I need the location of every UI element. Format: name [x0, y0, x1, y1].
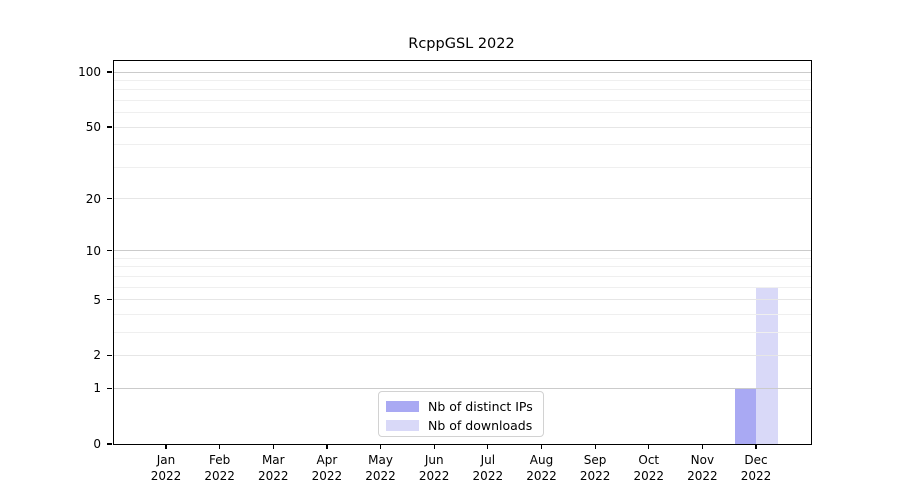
y-axis-tick [107, 354, 112, 357]
y-minor-gridline [114, 144, 811, 146]
y-minor-gridline [114, 79, 811, 81]
y-axis-tick-label: 5 [93, 292, 101, 307]
bar-distinct-ips [734, 388, 757, 444]
x-axis-tick [272, 444, 274, 449]
x-axis-tick [540, 444, 543, 449]
x-axis-tick [487, 444, 489, 449]
y-minor-gridline [114, 313, 811, 315]
y-gridline [114, 299, 811, 301]
legend-box: Nb of distinct IPs Nb of downloads [378, 391, 544, 437]
x-axis-tick-label: Sep 2022 [579, 453, 611, 483]
x-axis-tick-label: Dec 2022 [740, 453, 772, 483]
y-gridline [114, 198, 811, 200]
x-axis-tick-label: Jan 2022 [150, 453, 182, 483]
y-axis-tick [107, 198, 112, 200]
y-axis-tick [107, 387, 112, 389]
y-axis-tick [107, 298, 112, 301]
bars-layer [114, 61, 811, 444]
y-minor-gridline [114, 331, 811, 333]
x-axis-tick [379, 444, 382, 449]
y-minor-gridline [114, 112, 811, 114]
x-axis-tick [701, 444, 703, 449]
y-gridline [114, 387, 811, 389]
y-minor-gridline [114, 89, 811, 91]
x-axis-tick [165, 444, 167, 449]
x-axis-tick-label: May 2022 [365, 453, 396, 483]
legend-item-label: Nb of distinct IPs [428, 399, 533, 414]
x-axis-tick [219, 444, 221, 449]
x-axis-tick-label: Jul 2022 [472, 453, 504, 483]
x-axis-tick [433, 444, 435, 449]
y-gridline [114, 250, 811, 252]
y-gridline [114, 126, 811, 128]
y-axis-tick-label: 100 [78, 65, 101, 80]
y-axis-tick [107, 71, 112, 73]
x-axis-tick [326, 444, 328, 449]
x-axis-tick [648, 444, 650, 449]
x-axis-tick-label: Feb 2022 [204, 453, 235, 483]
y-axis-tick-label: 20 [85, 191, 101, 206]
x-axis-tick-label: Apr 2022 [311, 453, 343, 483]
x-axis-tick-label: Aug 2022 [526, 453, 557, 483]
legend-color-swatch [386, 401, 419, 412]
y-minor-gridline [114, 99, 811, 101]
legend-item-label: Nb of downloads [428, 418, 533, 433]
x-axis-tick-label: Mar 2022 [257, 453, 289, 483]
legend-item: Nb of distinct IPs [386, 397, 536, 416]
legend-color-swatch [386, 420, 419, 431]
x-axis-tick-label: Jun 2022 [418, 453, 450, 483]
chart-title: RcppGSL 2022 [408, 36, 515, 52]
x-axis-tick [594, 444, 596, 449]
axis-ticks-and-labels: 0 1 2 5 10 20 50 100 Jan 2022 Feb 2022 Mar 2022 Apr… [78, 61, 811, 482]
x-axis-tick-label: Nov 2022 [687, 453, 718, 483]
plot-area: 0 1 2 5 10 20 50 100 Jan 2022 Feb 2022 Mar 2022 Apr… [78, 60, 812, 483]
y-gridline [114, 71, 811, 73]
x-axis-tick [755, 444, 757, 449]
y-minor-gridline [114, 286, 811, 288]
y-axis-tick-label: 50 [85, 120, 101, 135]
y-minor-gridline [114, 266, 811, 268]
y-axis-tick [107, 443, 112, 445]
y-gridline [114, 354, 811, 356]
y-axis-tick-label: 10 [85, 243, 101, 258]
y-minor-gridline [114, 166, 811, 168]
y-axis-tick-label: 2 [93, 348, 101, 363]
y-axis-tick-label: 0 [93, 437, 101, 451]
bar-downloads [756, 287, 778, 444]
legend-item: Nb of downloads [386, 416, 536, 435]
x-axis-tick-label: Oct 2022 [633, 453, 665, 483]
y-axis-tick-label: 1 [93, 381, 101, 396]
y-axis-tick [107, 250, 112, 252]
y-minor-gridline [114, 257, 811, 259]
gridlines-layer [114, 61, 811, 444]
y-minor-gridline [114, 275, 811, 277]
y-axis-tick [107, 126, 112, 128]
